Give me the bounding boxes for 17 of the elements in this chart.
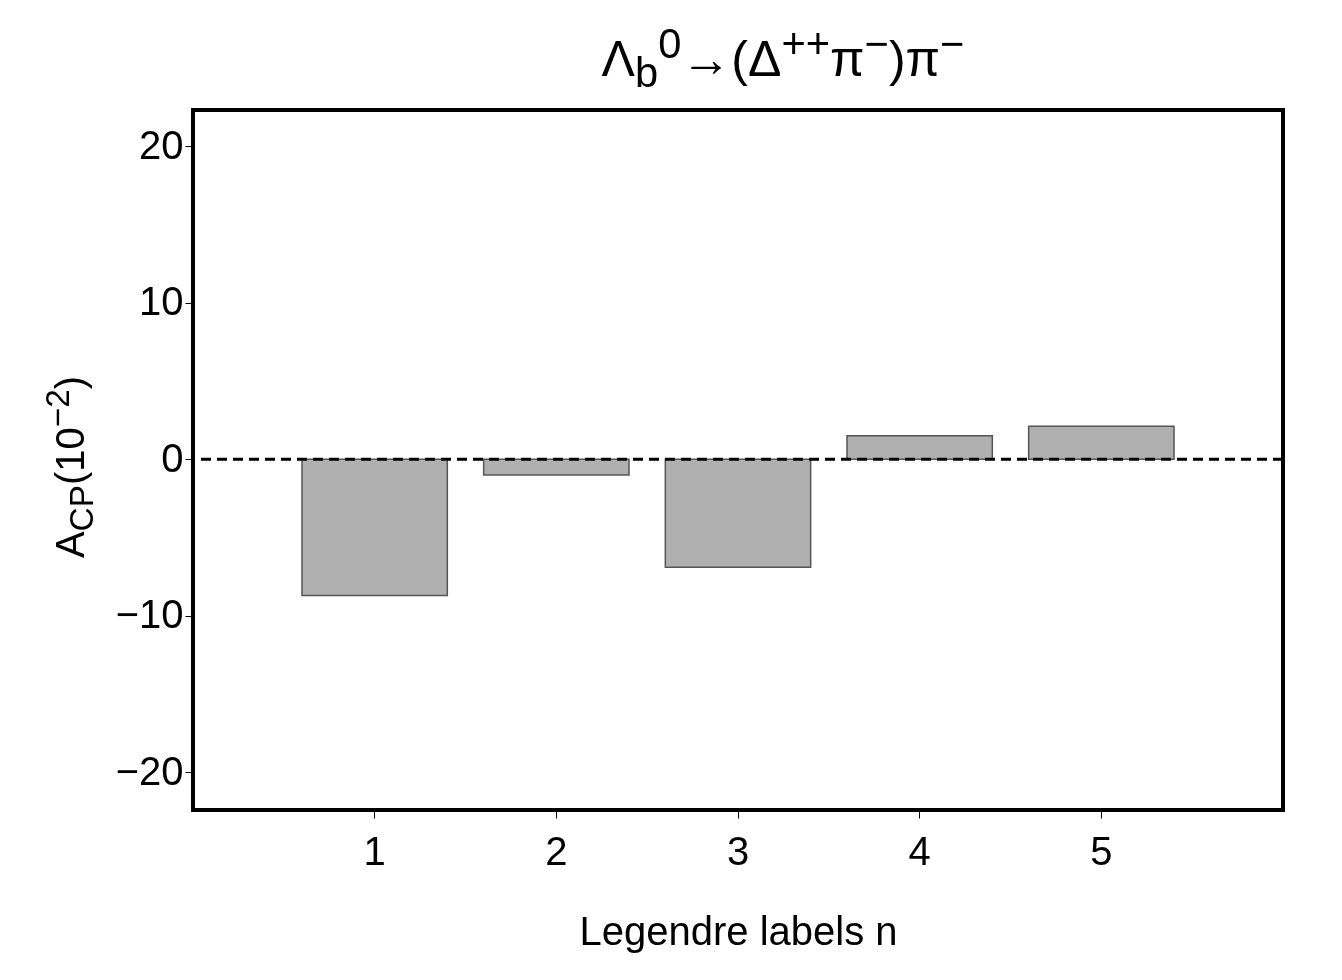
y-tick-label: 20 bbox=[139, 122, 184, 167]
x-tick-label: 4 bbox=[908, 828, 931, 873]
bar bbox=[1027, 425, 1175, 460]
y-tick-label: 10 bbox=[139, 279, 184, 324]
bar bbox=[482, 458, 630, 476]
chart-title: Λ$_{b}$$^{0}$→(Δ$^{++}$π$^{−}$)π$^{−}$ bbox=[601, 20, 965, 96]
bar bbox=[301, 458, 449, 597]
y-tick-label: −10 bbox=[115, 592, 184, 637]
x-tick-label: 2 bbox=[545, 828, 568, 873]
bar bbox=[846, 434, 994, 460]
bar bbox=[664, 458, 812, 569]
x-axis-title: Legendre labels n bbox=[579, 908, 898, 953]
x-tick-label: 1 bbox=[363, 828, 386, 873]
y-tick-label: −20 bbox=[115, 748, 184, 793]
y-tick-label: 0 bbox=[161, 435, 184, 480]
x-tick-label: 3 bbox=[726, 828, 750, 873]
x-tick-label: 5 bbox=[1090, 828, 1113, 873]
